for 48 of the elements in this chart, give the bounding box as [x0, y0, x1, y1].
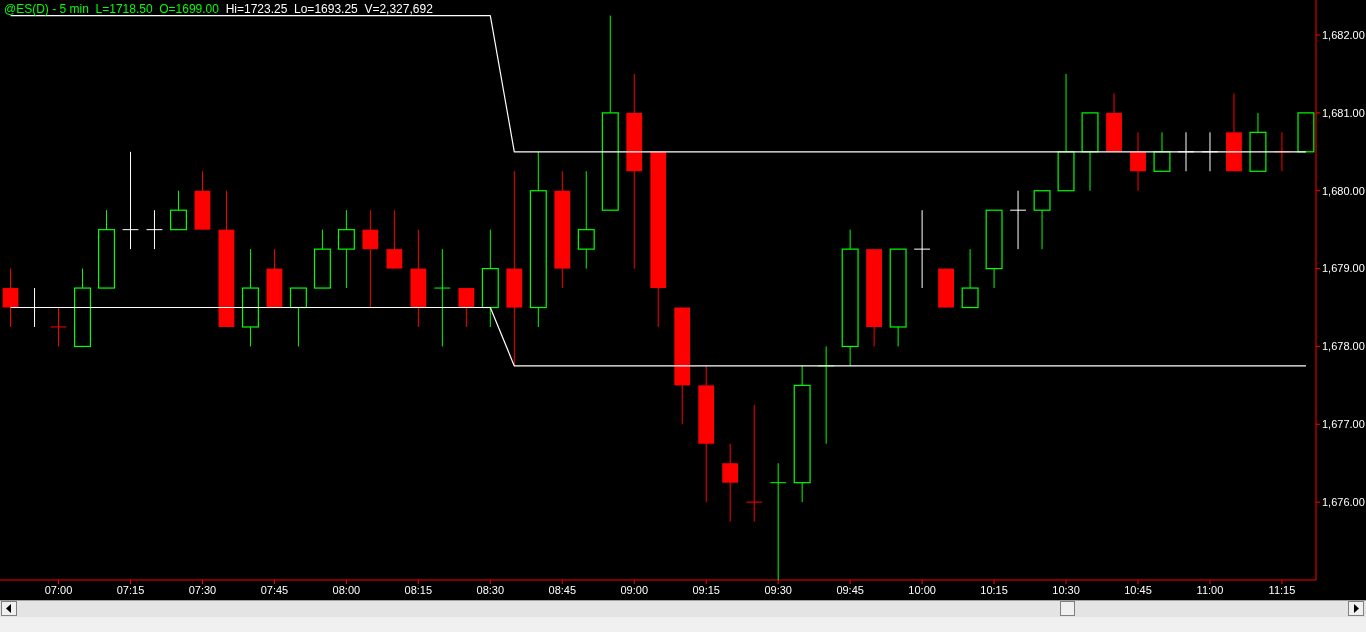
x-tick-label: 11:15 [1268, 583, 1296, 596]
x-tick-label: 07:15 [116, 583, 145, 596]
x-tick-label: 10:30 [1052, 583, 1080, 596]
x-tick-label: 10:15 [980, 583, 1008, 596]
x-tick-label: 07:00 [44, 583, 73, 596]
x-tick-label: 09:30 [764, 583, 792, 596]
candlestick [745, 404, 763, 523]
candlestick [337, 209, 355, 289]
y-tick-label: 1,682.00 [1322, 28, 1365, 41]
y-tick-label: 1,676.00 [1322, 496, 1365, 509]
candlestick [913, 209, 931, 289]
candlestick [1033, 190, 1051, 250]
candlestick [169, 190, 187, 231]
x-tick-label: 10:45 [1124, 583, 1152, 596]
candlestick [362, 209, 379, 309]
y-tick-label: 1,680.00 [1322, 184, 1365, 197]
x-tick-label: 08:15 [404, 583, 433, 596]
candlestick [769, 462, 787, 580]
x-tick-label: 09:00 [620, 583, 649, 596]
chart-title: @ES(D) - 5 min L=1718.50 O=1699.00 [4, 2, 219, 16]
y-tick-label: 1,677.00 [1322, 418, 1365, 431]
x-tick-label: 08:45 [548, 583, 577, 596]
candlestick [1009, 190, 1027, 250]
candlestick [386, 209, 403, 270]
x-tick-label: 09:15 [692, 583, 720, 596]
candlestick [50, 307, 67, 347]
y-tick-label: 1,679.00 [1322, 262, 1365, 275]
candlestick [289, 287, 307, 347]
x-tick-label: 07:30 [188, 583, 217, 596]
candlestick [577, 170, 595, 270]
y-tick-label: 1,681.00 [1322, 106, 1365, 119]
x-tick-label: 10:00 [908, 583, 936, 596]
candlestick [1130, 131, 1146, 192]
x-tick-label: 07:45 [260, 583, 289, 596]
candlestick [122, 151, 139, 250]
candlestick [1153, 131, 1171, 172]
candlestick [433, 248, 451, 347]
candlestick [2, 268, 19, 328]
chart-subtitle: Hi=1723.25 Lo=1693.25 V=2,327,692 [224, 2, 433, 16]
candlestick [458, 287, 475, 328]
x-tick-label: 11:00 [1196, 583, 1224, 596]
candlestick [722, 443, 739, 523]
candlestick [146, 209, 163, 250]
candlestick [961, 248, 979, 309]
y-tick-label: 1,678.00 [1322, 340, 1365, 353]
x-tick-label: 08:00 [332, 583, 361, 596]
x-tick-label: 08:30 [476, 583, 505, 596]
x-tick-label: 09:45 [836, 583, 864, 596]
